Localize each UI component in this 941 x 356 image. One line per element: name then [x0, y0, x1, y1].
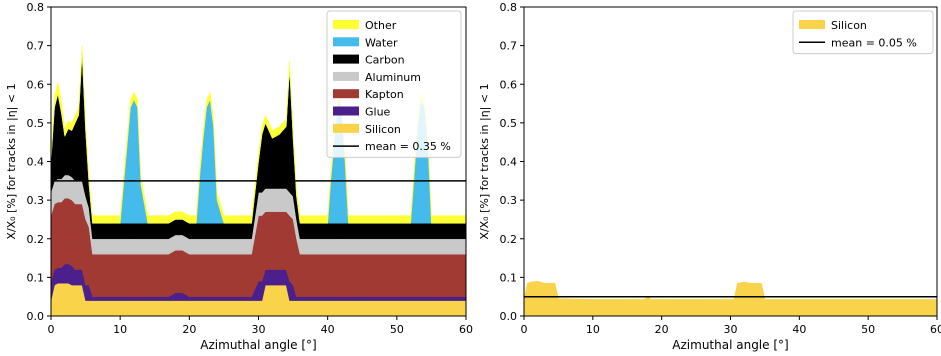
y-tick-label: 0.2 [27, 233, 45, 246]
legend-label-mean: mean = 0.35 % [365, 140, 451, 153]
y-axis-label: X/X₀ [%] for tracks in |η| < 1 [5, 83, 18, 239]
y-tick-label: 0.0 [500, 310, 518, 323]
legend-swatch-carbon [333, 54, 359, 64]
x-tick-label: 30 [724, 323, 738, 336]
legend: Other Water Carbon Aluminum Kapton Glue Silico… [326, 10, 462, 158]
legend-label-water: Water [365, 36, 398, 49]
y-tick-label: 0.3 [500, 194, 518, 207]
legend-label-mean: mean = 0.05 % [831, 36, 917, 49]
y-tick-label: 0.0 [27, 310, 45, 323]
y-tick-label: 0.8 [27, 1, 45, 14]
legend-box [326, 10, 462, 158]
legend-swatch-water [333, 37, 359, 47]
legend-swatch-glue [333, 106, 359, 116]
y-tick-label: 0.2 [500, 233, 518, 246]
y-axis-label: X/X₀ [%] for tracks in |η| < 1 [478, 83, 491, 239]
legend-swatch-silicon [333, 123, 359, 133]
x-tick-label: 10 [113, 323, 127, 336]
y-tick-label: 0.3 [27, 194, 45, 207]
legend-label-aluminum: Aluminum [365, 71, 421, 84]
legend-label-kapton: Kapton [365, 88, 404, 101]
x-tick-label: 0 [521, 323, 528, 336]
plot-area [523, 280, 938, 317]
x-tick-label: 20 [655, 323, 669, 336]
x-axis-ticks: 0 10 20 30 40 50 60 [521, 316, 941, 336]
legend-label-carbon: Carbon [365, 54, 405, 67]
x-tick-label: 0 [48, 323, 55, 336]
legend-swatch-silicon [799, 20, 825, 29]
x-tick-label: 10 [586, 323, 600, 336]
y-axis-ticks: 0.0 0.1 0.2 0.3 0.4 0.5 0.6 0.7 0.8 [500, 1, 524, 323]
y-tick-label: 0.1 [27, 271, 45, 284]
x-tick-label: 60 [930, 323, 941, 336]
x-tick-label: 60 [459, 323, 473, 336]
x-axis-ticks: 0 10 20 30 40 50 60 [48, 316, 473, 336]
legend-label-glue: Glue [365, 106, 391, 119]
x-tick-label: 40 [792, 323, 806, 336]
legend-label-silicon: Silicon [365, 123, 401, 136]
legend-swatch-aluminum [333, 71, 359, 81]
y-tick-label: 0.8 [500, 1, 518, 14]
y-tick-label: 0.6 [27, 78, 45, 91]
plot-area [50, 45, 467, 317]
x-tick-label: 20 [182, 323, 196, 336]
x-tick-label: 40 [321, 323, 335, 336]
series-area-silicon [523, 280, 938, 317]
legend-label-other: Other [365, 19, 397, 32]
y-tick-label: 0.4 [27, 156, 45, 169]
legend-label-silicon: Silicon [831, 19, 867, 32]
legend: Silicon mean = 0.05 % [792, 10, 934, 55]
y-tick-label: 0.6 [500, 78, 518, 91]
x-tick-label: 50 [390, 323, 404, 336]
y-tick-label: 0.7 [27, 40, 45, 53]
panel-right: 0 10 20 30 40 50 60 0.00.10.20.30.40.50.60.70.… [478, 1, 941, 352]
legend-box [792, 10, 934, 55]
y-tick-label: 0.1 [500, 271, 518, 284]
y-axis-ticks: 0.0 0.1 0.2 0.3 0.4 0.5 0.6 0.7 0.8 [27, 1, 51, 323]
panel-left: 0 10 20 30 40 50 60 0.00.10.20.30.40.50.60.70.… [5, 1, 473, 352]
y-tick-label: 0.4 [500, 156, 518, 169]
x-axis-label: Azimuthal angle [°] [200, 338, 316, 352]
y-tick-label: 0.5 [27, 117, 45, 130]
x-tick-label: 30 [252, 323, 266, 336]
y-tick-label: 0.5 [500, 117, 518, 130]
y-tick-label: 0.7 [500, 40, 518, 53]
legend-swatch-kapton [333, 89, 359, 99]
x-tick-label: 50 [861, 323, 875, 336]
legend-swatch-other [333, 20, 359, 29]
x-axis-label: Azimuthal angle [°] [672, 338, 788, 352]
